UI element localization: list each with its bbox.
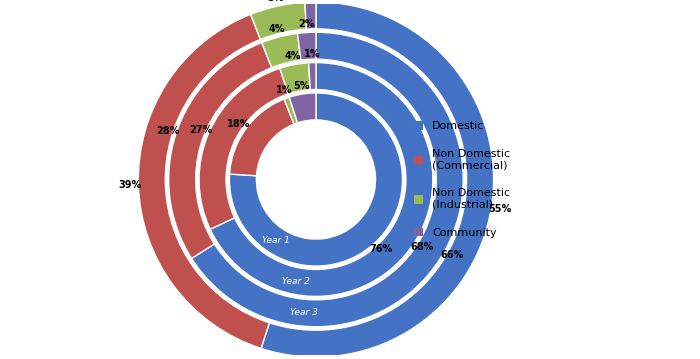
Text: 28%: 28% (156, 126, 179, 136)
Wedge shape (192, 32, 463, 327)
Wedge shape (169, 43, 272, 258)
Wedge shape (298, 32, 316, 60)
Text: 1%: 1% (276, 85, 292, 95)
Wedge shape (289, 93, 316, 123)
Wedge shape (280, 63, 310, 94)
Legend: Domestic, Non Domestic
(Commercial), Non Domestic
(Industrial), Community: Domestic, Non Domestic (Commercial), Non… (409, 116, 516, 243)
Wedge shape (210, 62, 433, 297)
Text: 5%: 5% (293, 81, 309, 90)
Text: 4%: 4% (284, 51, 301, 61)
Wedge shape (262, 33, 301, 67)
Text: 5%: 5% (267, 0, 284, 3)
Wedge shape (230, 93, 402, 266)
Text: 39%: 39% (118, 180, 141, 190)
Text: 4%: 4% (269, 24, 286, 34)
Text: 27%: 27% (189, 125, 213, 135)
Text: Year 1: Year 1 (262, 236, 290, 245)
Wedge shape (251, 2, 307, 39)
Wedge shape (284, 97, 298, 124)
Text: Year 2: Year 2 (282, 276, 310, 285)
Wedge shape (139, 14, 270, 349)
Text: 66%: 66% (441, 250, 464, 260)
Text: 2%: 2% (298, 19, 314, 29)
Wedge shape (230, 99, 294, 176)
Wedge shape (199, 68, 288, 229)
Wedge shape (309, 62, 316, 90)
Text: 18%: 18% (228, 118, 251, 129)
Text: 55%: 55% (488, 204, 512, 214)
Wedge shape (261, 2, 494, 357)
Text: 76%: 76% (370, 244, 393, 254)
Text: 68%: 68% (410, 242, 433, 252)
Text: Year 3: Year 3 (290, 308, 318, 317)
Text: 1%: 1% (304, 49, 321, 59)
Wedge shape (304, 2, 316, 29)
